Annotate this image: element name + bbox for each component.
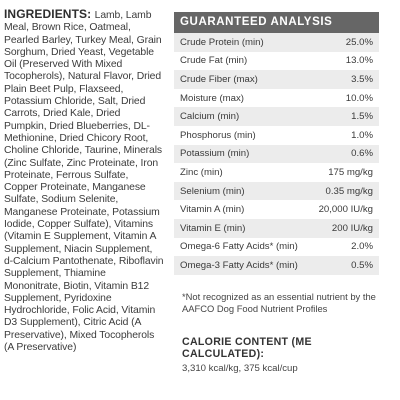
analysis-row-value: 2.0% [351,241,373,253]
analysis-row: Potassium (min) 0.6% [174,144,379,164]
analysis-row-name: Vitamin A (min) [180,204,245,216]
analysis-row: Vitamin E (min) 200 IU/kg [174,218,379,238]
analysis-row-value: 175 mg/kg [328,166,373,178]
analysis-row: Crude Fiber (max) 3.5% [174,70,379,89]
analysis-table: Crude Protein (min) 25.0% Crude Fat (min) 1… [174,33,379,275]
guaranteed-analysis-panel: GUARANTEED ANALYSIS Crude Protein (min) 2… [174,12,379,374]
analysis-row: Crude Fat (min) 13.0% [174,52,379,71]
analysis-row-name: Zinc (min) [180,166,223,178]
analysis-row: Phosphorus (min) 1.0% [174,126,379,145]
analysis-title: GUARANTEED ANALYSIS [174,12,379,33]
analysis-row-name: Moisture (max) [180,92,244,104]
analysis-row: Calcium (min) 1.5% [174,107,379,126]
ingredients-panel: INGREDIENTS: Lamb, Lamb Meal, Brown Rice… [4,8,164,354]
analysis-row-name: Omega-3 Fatty Acids* (min) [180,259,298,271]
analysis-row: Omega-3 Fatty Acids* (min) 0.5% [174,256,379,275]
analysis-row-name: Selenium (min) [180,185,245,197]
calorie-content-value: 3,310 kcal/kg, 375 kcal/cup [182,362,298,374]
analysis-row-name: Phosphorus (min) [180,129,256,141]
analysis-row: Omega-6 Fatty Acids* (min) 2.0% [174,238,379,257]
analysis-row-value: 20,000 IU/kg [318,204,373,216]
analysis-row: Vitamin A (min) 20,000 IU/kg [174,200,379,219]
analysis-row-value: 3.5% [351,73,373,85]
analysis-row-value: 0.35 mg/kg [325,185,373,197]
analysis-row-value: 1.5% [351,111,373,123]
analysis-row-name: Calcium (min) [180,111,240,123]
ingredients-text: Lamb, Lamb Meal, Brown Rice, Oatmeal, Pe… [4,10,164,354]
analysis-row: Crude Protein (min) 25.0% [174,33,379,52]
analysis-row: Moisture (max) 10.0% [174,89,379,108]
analysis-row-value: 0.5% [351,259,373,271]
analysis-row-value: 25.0% [345,36,373,48]
analysis-row-value: 10.0% [345,92,373,104]
ingredients-title: INGREDIENTS: [4,7,95,21]
analysis-row-name: Crude Fiber (max) [180,73,258,85]
analysis-row-value: 200 IU/kg [331,222,373,234]
calorie-content-title: CALORIE CONTENT (ME CALCULATED): [182,335,312,360]
analysis-row-name: Crude Protein (min) [180,36,264,48]
analysis-row-name: Crude Fat (min) [180,55,248,67]
analysis-row: Zinc (min) 175 mg/kg [174,163,379,182]
analysis-row-name: Omega-6 Fatty Acids* (min) [180,241,298,253]
analysis-row-value: 13.0% [345,55,373,67]
analysis-row-name: Potassium (min) [180,148,250,160]
analysis-row-name: Vitamin E (min) [180,222,246,234]
analysis-footnote: *Not recognized as an essential nutrient… [182,290,376,314]
analysis-row: Selenium (min) 0.35 mg/kg [174,181,379,201]
analysis-row-value: 0.6% [351,148,373,160]
analysis-row-value: 1.0% [351,129,373,141]
